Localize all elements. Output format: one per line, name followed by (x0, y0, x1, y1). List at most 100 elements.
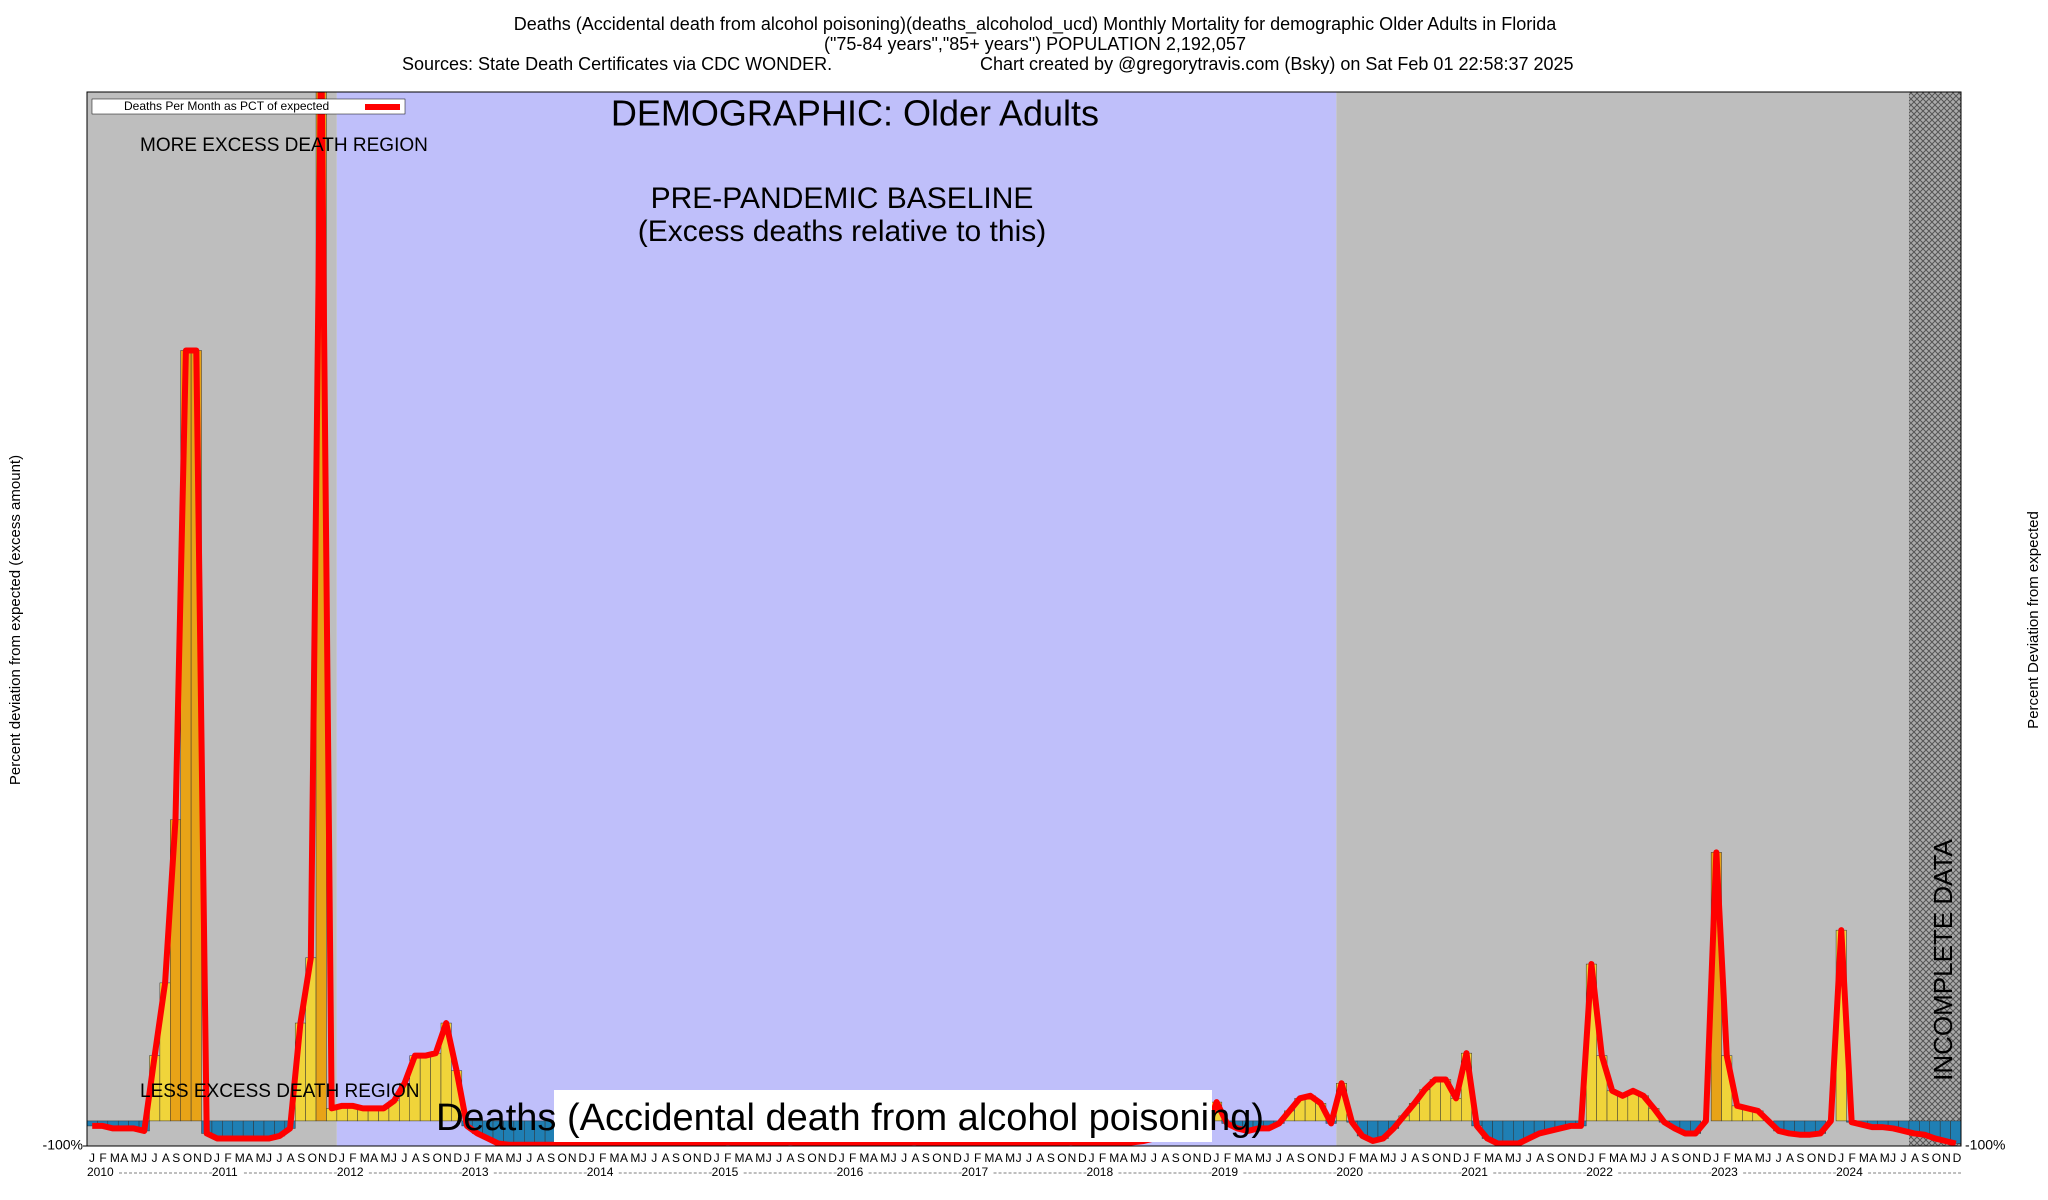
x-tick-label: M (859, 1151, 869, 1165)
x-tick-label: M (734, 1151, 744, 1165)
year-label: 2021 (1461, 1165, 1488, 1179)
x-tick-label: D (328, 1151, 337, 1165)
x-tick-label: S (547, 1151, 555, 1165)
year-label: 2023 (1711, 1165, 1738, 1179)
x-tick-label: M (485, 1151, 495, 1165)
x-tick-label: N (1692, 1151, 1701, 1165)
x-tick-label: J (1088, 1151, 1094, 1165)
x-tick-label: J (1526, 1151, 1532, 1165)
x-tick-label: O (308, 1151, 317, 1165)
source: Sources: State Death Certificates via CD… (402, 54, 832, 74)
x-tick-label: J (1901, 1151, 1907, 1165)
x-tick-label: N (1193, 1151, 1202, 1165)
x-tick-label: A (1786, 1151, 1794, 1165)
x-tick-label: A (1245, 1151, 1253, 1165)
x-tick-label: N (1442, 1151, 1451, 1165)
x-tick-label: J (964, 1151, 970, 1165)
x-tick-label: A (1370, 1151, 1378, 1165)
x-tick-label: O (558, 1151, 567, 1165)
x-tick-label: A (1120, 1151, 1128, 1165)
year-label: 2017 (962, 1165, 989, 1179)
x-tick-label: D (1078, 1151, 1087, 1165)
x-tick-label: F (99, 1151, 106, 1165)
x-tick-label: O (433, 1151, 442, 1165)
x-tick-label: J (516, 1151, 522, 1165)
x-tick-label: O (1682, 1151, 1691, 1165)
x-tick-label: O (183, 1151, 192, 1165)
x-tick-label: S (1422, 1151, 1430, 1165)
year-label: 2010 (87, 1165, 114, 1179)
x-tick-label: A (1661, 1151, 1669, 1165)
x-tick-label: S (422, 1151, 430, 1165)
x-tick-label: A (745, 1151, 753, 1165)
x-tick-label: A (162, 1151, 170, 1165)
x-tick-label: J (1776, 1151, 1782, 1165)
x-tick-label: M (1109, 1151, 1119, 1165)
x-tick-label: D (453, 1151, 462, 1165)
x-tick-label: F (474, 1151, 481, 1165)
x-tick-label: S (1047, 1151, 1055, 1165)
x-tick-label: J (1890, 1151, 1896, 1165)
x-tick-label: J (1016, 1151, 1022, 1165)
x-tick-label: A (1536, 1151, 1544, 1165)
x-tick-label: M (256, 1151, 266, 1165)
x-tick-label: D (204, 1151, 213, 1165)
legend (91, 98, 406, 115)
legend-label: Deaths Per Month as PCT of expected (124, 99, 329, 113)
x-tick-label: N (1817, 1151, 1826, 1165)
x-tick-label: F (599, 1151, 606, 1165)
x-tick-label: J (1026, 1151, 1032, 1165)
x-tick-label: D (1953, 1151, 1962, 1165)
x-tick-label: J (901, 1151, 907, 1165)
x-tick-label: J (1390, 1151, 1396, 1165)
region-label: PRE-PANDEMIC BASELINE (651, 182, 1034, 215)
x-tick-label: O (932, 1151, 941, 1165)
x-tick-label: F (724, 1151, 731, 1165)
line (92, 92, 1957, 1146)
x-tick-label: J (839, 1151, 845, 1165)
x-tick-label: J (1515, 1151, 1521, 1165)
x-tick-label: M (1609, 1151, 1619, 1165)
year-label: 2015 (712, 1165, 739, 1179)
x-tick-label: M (1005, 1151, 1015, 1165)
x-tick-label: A (1911, 1151, 1919, 1165)
x-tick-label: A (1495, 1151, 1503, 1165)
x-tick-label: F (1848, 1151, 1855, 1165)
x-tick-label: N (1942, 1151, 1951, 1165)
x-tick-label: A (995, 1151, 1003, 1165)
x-tick-label: N (943, 1151, 952, 1165)
x-tick-label: S (672, 1151, 680, 1165)
x-tick-label: O (807, 1151, 816, 1165)
x-tick-label: M (381, 1151, 391, 1165)
x-tick-label: J (1640, 1151, 1646, 1165)
x-tick-label: J (1338, 1151, 1344, 1165)
x-tick-label: J (651, 1151, 657, 1165)
x-tick-label: M (984, 1151, 994, 1165)
demographic: DEMOGRAPHIC: Older Adults (611, 93, 1099, 134)
x-tick-label: J (276, 1151, 282, 1165)
x-tick-label: D (1828, 1151, 1837, 1165)
more-label: MORE EXCESS DEATH REGION (140, 135, 428, 156)
less-label: LESS EXCESS DEATH REGION (140, 1081, 419, 1102)
y-tick-label: -100% (43, 1137, 83, 1153)
x-tick-label: S (1297, 1151, 1305, 1165)
x-tick-label: J (464, 1151, 470, 1165)
x-tick-label: J (1588, 1151, 1594, 1165)
x-tick-label: A (287, 1151, 295, 1165)
year-label: 2012 (337, 1165, 364, 1179)
x-tick-label: J (1713, 1151, 1719, 1165)
x-tick-label: M (610, 1151, 620, 1165)
x-tick-label: O (1807, 1151, 1816, 1165)
x-tick-label: J (1213, 1151, 1219, 1165)
x-tick-label: M (630, 1151, 640, 1165)
x-tick-label: A (370, 1151, 378, 1165)
x-tick-label: O (1557, 1151, 1566, 1165)
x-tick-label: D (703, 1151, 712, 1165)
x-tick-label: N (1567, 1151, 1576, 1165)
x-tick-label: J (766, 1151, 772, 1165)
x-tick-label: D (1578, 1151, 1587, 1165)
x-tick-label: A (245, 1151, 253, 1165)
region (336, 92, 1337, 1146)
year-label: 2014 (587, 1165, 614, 1179)
